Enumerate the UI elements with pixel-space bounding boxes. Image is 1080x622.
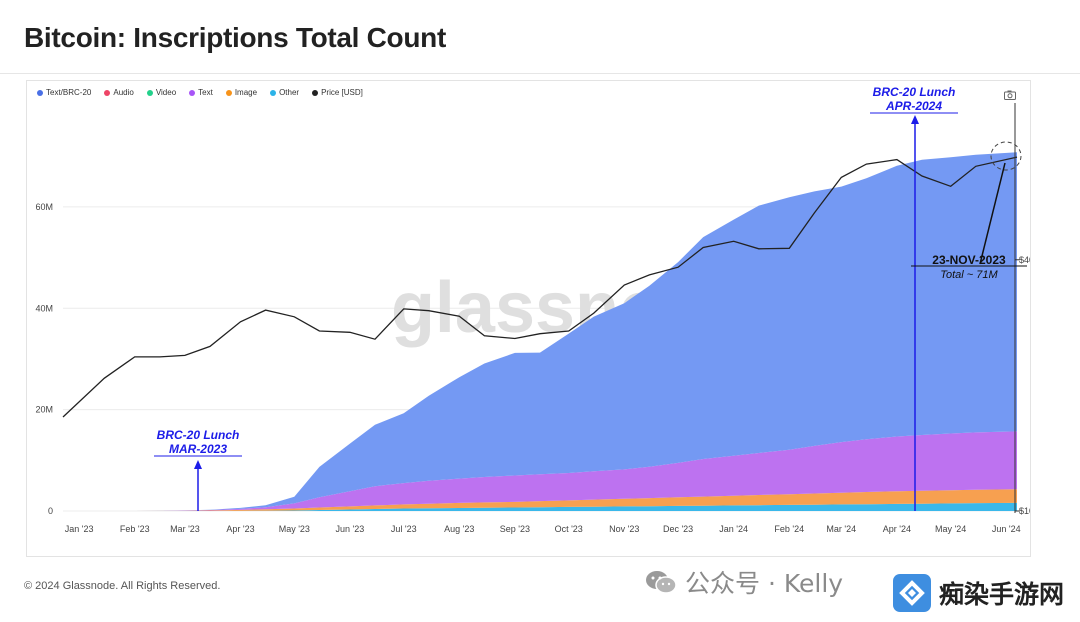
area-other — [63, 502, 1017, 511]
legend-dot-icon — [37, 89, 43, 96]
legend-dot-icon — [146, 89, 153, 96]
legend-item-audio[interactable]: Audio — [104, 88, 134, 97]
legend-label: Price [USD] — [321, 88, 363, 97]
price-line — [62, 156, 1018, 418]
legend-item-video[interactable]: Video — [146, 88, 177, 97]
area-text-brc-20 — [63, 152, 1017, 511]
x-tick-label: Jun '23 — [336, 524, 365, 534]
latest-point-highlight-circle — [990, 141, 1022, 171]
x-tick-label: Feb '24 — [774, 524, 804, 534]
wechat-account-text: 公众号 · Kelly — [685, 569, 844, 598]
mar-2023-marker-arrowhead — [194, 460, 202, 469]
right-tick-label: $10k — [1019, 506, 1030, 516]
y-tick-label: 60M — [35, 202, 53, 212]
x-tick-label: Oct '23 — [555, 524, 583, 534]
legend-label: Image — [234, 88, 258, 97]
legend-label: Video — [155, 88, 177, 97]
x-tick-label: Mar '23 — [170, 524, 200, 534]
chart-axes: 0 20M 40M 60M $10k $40k Jan '23 Feb '23 Mar '23 A… — [35, 103, 1030, 534]
x-tick-label: Feb '23 — [120, 524, 150, 534]
wechat-icon — [645, 569, 677, 595]
callout-total: Total ~ 71M — [940, 269, 998, 281]
callout-date: 23-NOV-2023 — [932, 253, 1006, 267]
x-tick-label: Aug '23 — [444, 524, 474, 534]
legend-dot-icon — [312, 89, 319, 96]
area-series — [63, 152, 1017, 511]
x-tick-label: Jan '24 — [719, 524, 748, 534]
x-tick-label: Jul '23 — [391, 524, 417, 534]
legend-item-text-brc-20[interactable]: Text/BRC-20 — [37, 88, 91, 97]
area-image — [63, 489, 1017, 511]
site-name: 痴染手游网 — [937, 575, 1067, 611]
site-badge: 痴染手游网 — [893, 574, 1067, 612]
title-divider — [0, 73, 1080, 74]
x-tick-label: Mar '24 — [826, 524, 856, 534]
legend-label: Audio — [113, 88, 134, 97]
x-tick-label: Sep '23 — [500, 524, 530, 534]
legend-item-text[interactable]: Text — [189, 88, 213, 97]
camera-icon[interactable] — [1004, 90, 1016, 103]
wechat-overlay: 公众号 · Kelly — [645, 564, 843, 600]
y-tick-label: 20M — [35, 405, 53, 415]
legend-item-image[interactable]: Image — [225, 88, 258, 97]
apr-2024-marker-arrowhead — [911, 115, 919, 124]
legend-label: Other — [279, 88, 300, 97]
legend-label: Text/BRC-20 — [46, 88, 92, 97]
copyright-footer: © 2024 Glassnode. All Rights Reserved. — [24, 580, 221, 592]
apr-2024-label-line2: APR-2024 — [885, 99, 942, 113]
annotations: BRC-20 Lunch APR-2024 BRC-20 Lunch MAR-2… — [154, 85, 1027, 511]
x-tick-label: Apr '24 — [883, 524, 911, 534]
page-title: Bitcoin: Inscriptions Total Count — [24, 22, 446, 53]
apr-2024-label-line1: BRC-20 Lunch — [873, 85, 956, 99]
site-logo-icon — [893, 574, 931, 612]
y-tick-label: 0 — [48, 506, 53, 516]
legend-dot-icon — [270, 89, 277, 96]
price-series — [62, 156, 1018, 418]
legend-dot-icon — [104, 89, 111, 96]
legend-item-price-usd-[interactable]: Price [USD] — [312, 88, 363, 97]
x-tick-label: Apr '23 — [226, 524, 254, 534]
x-tick-label: May '23 — [279, 524, 310, 534]
x-tick-label: Jun '24 — [992, 524, 1021, 534]
x-tick-label: Jan '23 — [65, 524, 94, 534]
legend-dot-icon — [225, 89, 232, 96]
callout-pointer — [979, 162, 1006, 265]
mar-2023-label-line2: MAR-2023 — [169, 442, 227, 456]
legend-dot-icon — [189, 89, 196, 96]
area-text — [63, 431, 1017, 511]
x-tick-label: Nov '23 — [609, 524, 639, 534]
y-tick-label: 40M — [35, 303, 53, 313]
x-tick-label: May '24 — [935, 524, 966, 534]
right-tick-label: $40k — [1019, 255, 1030, 265]
legend-item-other[interactable]: Other — [270, 88, 299, 97]
mar-2023-label-line1: BRC-20 Lunch — [157, 428, 240, 442]
x-tick-label: Dec '23 — [663, 524, 693, 534]
legend-label: Text — [198, 88, 213, 97]
chart-legend: Text/BRC-20 Audio Video Text Image Other Price… — [37, 88, 363, 97]
